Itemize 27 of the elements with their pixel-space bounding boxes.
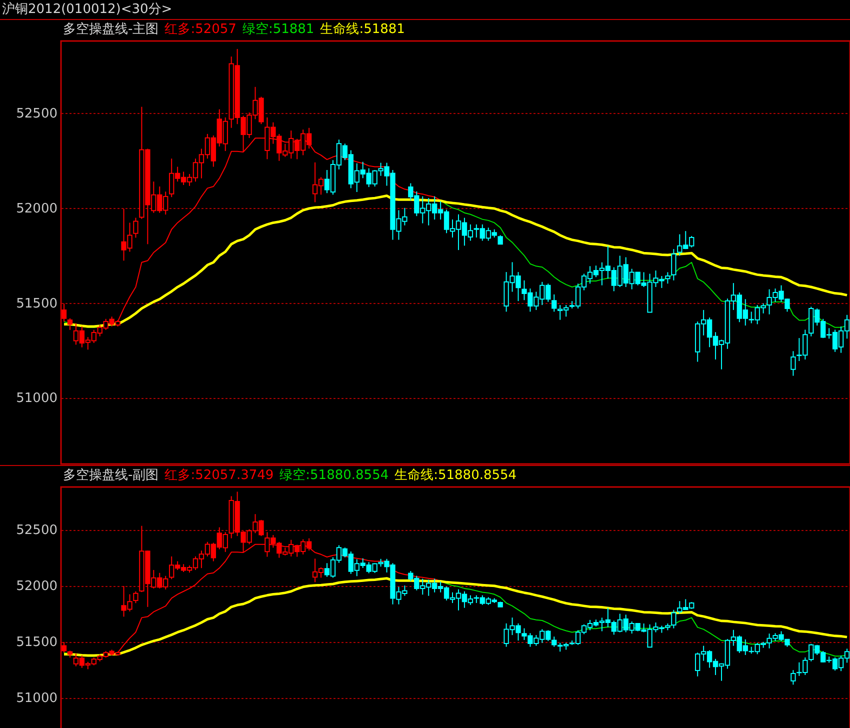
chart-title: 沪铜2012(010012)<30分>	[1, 1, 174, 19]
y-tick-label: 51500	[16, 296, 58, 312]
candlestick	[133, 590, 138, 604]
text: 红多:52057.3749	[164, 468, 274, 483]
y-tick-label: 52500	[16, 523, 58, 538]
text: 绿空:51880.8554	[280, 468, 389, 483]
candlestick	[67, 318, 73, 330]
candlestick	[133, 217, 138, 238]
text: 生命线:51880.8554	[394, 468, 517, 483]
chart-title: 多空操盘线-副图	[63, 468, 159, 483]
y-tick-label: 52000	[16, 201, 58, 216]
y-tick-label: 51500	[16, 635, 58, 650]
candlestick	[665, 272, 670, 284]
text: 红多:52057	[164, 22, 236, 37]
chart-subtitle: 多空操盘线-主图	[63, 22, 159, 37]
candlestick	[61, 303, 67, 322]
y-tick-label: 52500	[16, 106, 58, 122]
y-tick-label: 52000	[16, 579, 58, 594]
text: 生命线:51881	[320, 22, 405, 37]
candlestick	[671, 248, 676, 281]
y-tick-label: 51000	[16, 391, 58, 406]
line-series	[62, 577, 848, 657]
candlestick	[790, 350, 796, 376]
candlestick	[61, 641, 67, 654]
text: 绿空:51881	[242, 22, 314, 37]
y-tick-label: 51000	[16, 691, 58, 706]
candlestick	[790, 670, 796, 686]
